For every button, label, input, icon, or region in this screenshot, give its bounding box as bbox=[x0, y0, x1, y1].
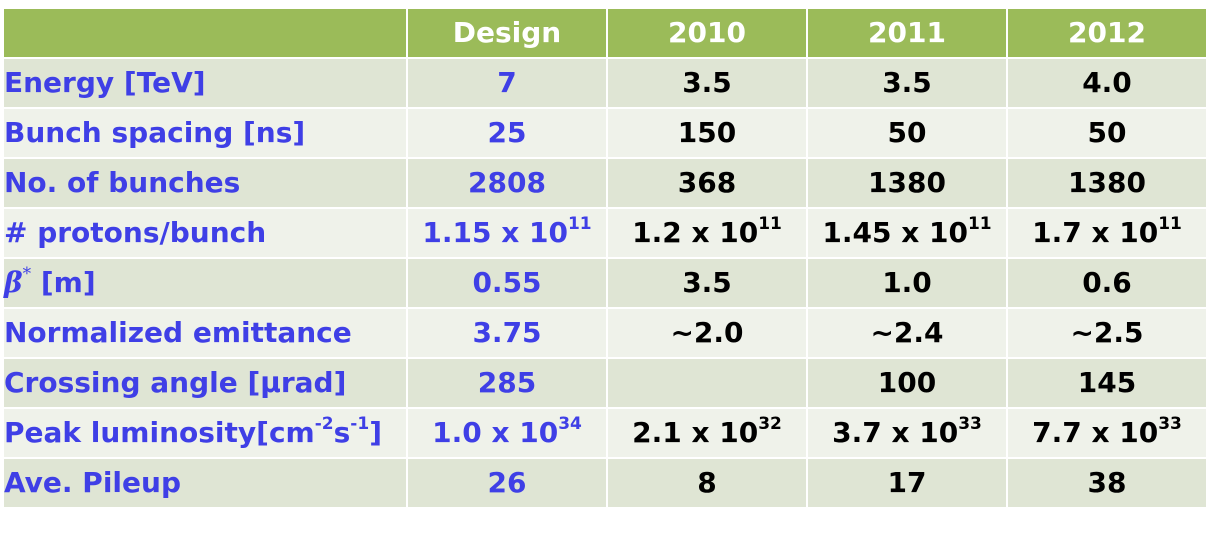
value-base: 1.45 x 10 bbox=[822, 216, 968, 249]
row-label: Energy [TeV] bbox=[4, 59, 406, 107]
cell-design: 25 bbox=[408, 109, 606, 157]
cell-2012: 38 bbox=[1008, 459, 1206, 507]
cell-2011: 100 bbox=[808, 359, 1006, 407]
cell-2012: 1380 bbox=[1008, 159, 1206, 207]
value-exponent: 34 bbox=[558, 413, 582, 434]
value-exponent: 11 bbox=[967, 213, 992, 234]
value-base: 1.15 x 10 bbox=[422, 216, 568, 249]
row-label: Bunch spacing [ns] bbox=[4, 109, 406, 157]
cell-2010 bbox=[608, 359, 806, 407]
table-row-peak-luminosity: Peak luminosity[cm-2s-1] 1.0 x 1034 2.1 … bbox=[4, 409, 1206, 457]
table-row-emittance: Normalized emittance 3.75 ~2.0 ~2.4 ~2.5 bbox=[4, 309, 1206, 357]
cell-design: 3.75 bbox=[408, 309, 606, 357]
value-exponent: 33 bbox=[958, 413, 982, 434]
cell-design: 26 bbox=[408, 459, 606, 507]
cell-2010: 2.1 x 1032 bbox=[608, 409, 806, 457]
cell-2010: ~2.0 bbox=[608, 309, 806, 357]
row-label: No. of bunches bbox=[4, 159, 406, 207]
cell-2010: 368 bbox=[608, 159, 806, 207]
value-base: 3.7 x 10 bbox=[832, 416, 959, 449]
cell-2011: 3.7 x 1033 bbox=[808, 409, 1006, 457]
cell-2011: 1380 bbox=[808, 159, 1006, 207]
header-cell-2010: 2010 bbox=[608, 9, 806, 57]
table-row-protons-per-bunch: # protons/bunch 1.15 x 1011 1.2 x 1011 1… bbox=[4, 209, 1206, 257]
cell-2012: 0.6 bbox=[1008, 259, 1206, 307]
cell-2012: 50 bbox=[1008, 109, 1206, 157]
cell-design: 1.0 x 1034 bbox=[408, 409, 606, 457]
value-base: 7.7 x 10 bbox=[1032, 416, 1159, 449]
value-base: 1.7 x 10 bbox=[1032, 216, 1159, 249]
cell-2010: 3.5 bbox=[608, 59, 806, 107]
row-label: Ave. Pileup bbox=[4, 459, 406, 507]
table-row-bunch-spacing: Bunch spacing [ns] 25 150 50 50 bbox=[4, 109, 1206, 157]
cell-2011: ~2.4 bbox=[808, 309, 1006, 357]
value-exponent: 11 bbox=[567, 213, 592, 234]
table-row-beta-star: β* [m] 0.55 3.5 1.0 0.6 bbox=[4, 259, 1206, 307]
cell-2011: 17 bbox=[808, 459, 1006, 507]
cell-2011: 1.45 x 1011 bbox=[808, 209, 1006, 257]
cell-design: 2808 bbox=[408, 159, 606, 207]
label-exponent: -1 bbox=[350, 413, 370, 434]
row-label: Normalized emittance bbox=[4, 309, 406, 357]
cell-2012: 145 bbox=[1008, 359, 1206, 407]
label-part: s bbox=[333, 416, 351, 449]
table-row-energy: Energy [TeV] 7 3.5 3.5 4.0 bbox=[4, 59, 1206, 107]
cell-2010: 150 bbox=[608, 109, 806, 157]
table-row-bunches: No. of bunches 2808 368 1380 1380 bbox=[4, 159, 1206, 207]
cell-2011: 1.0 bbox=[808, 259, 1006, 307]
label-exponent: -2 bbox=[314, 413, 334, 434]
header-row: Design 2010 2011 2012 bbox=[4, 9, 1206, 57]
header-cell-design: Design bbox=[408, 9, 606, 57]
header-cell-2011: 2011 bbox=[808, 9, 1006, 57]
table-row-crossing-angle: Crossing angle [μrad] 285 100 145 bbox=[4, 359, 1206, 407]
value-exponent: 11 bbox=[1158, 213, 1182, 234]
row-label: # protons/bunch bbox=[4, 209, 406, 257]
cell-2012: ~2.5 bbox=[1008, 309, 1206, 357]
value-base: 2.1 x 10 bbox=[632, 416, 759, 449]
cell-design: 1.15 x 1011 bbox=[408, 209, 606, 257]
beta-symbol: β bbox=[4, 266, 23, 299]
row-label: Crossing angle [μrad] bbox=[4, 359, 406, 407]
cell-2010: 3.5 bbox=[608, 259, 806, 307]
cell-2010: 1.2 x 1011 bbox=[608, 209, 806, 257]
cell-2012: 1.7 x 1011 bbox=[1008, 209, 1206, 257]
label-part: ] bbox=[369, 416, 382, 449]
lhc-parameters-table: Design 2010 2011 2012 Energy [TeV] 7 3.5… bbox=[2, 7, 1208, 509]
cell-design: 285 bbox=[408, 359, 606, 407]
value-exponent: 33 bbox=[1158, 413, 1182, 434]
cell-2012: 4.0 bbox=[1008, 59, 1206, 107]
table-row-pileup: Ave. Pileup 26 8 17 38 bbox=[4, 459, 1206, 507]
label-unit: [m] bbox=[31, 266, 96, 299]
cell-design: 0.55 bbox=[408, 259, 606, 307]
beta-star-superscript: * bbox=[22, 263, 32, 284]
cell-2010: 8 bbox=[608, 459, 806, 507]
header-cell-blank bbox=[4, 9, 406, 57]
value-exponent: 11 bbox=[758, 213, 782, 234]
row-label: β* [m] bbox=[4, 259, 406, 307]
value-base: 1.2 x 10 bbox=[632, 216, 759, 249]
cell-2011: 50 bbox=[808, 109, 1006, 157]
label-part: Peak luminosity[cm bbox=[4, 416, 315, 449]
row-label: Peak luminosity[cm-2s-1] bbox=[4, 409, 406, 457]
cell-design: 7 bbox=[408, 59, 606, 107]
cell-2012: 7.7 x 1033 bbox=[1008, 409, 1206, 457]
header-cell-2012: 2012 bbox=[1008, 9, 1206, 57]
value-exponent: 32 bbox=[758, 413, 782, 434]
value-base: 1.0 x 10 bbox=[432, 416, 559, 449]
cell-2011: 3.5 bbox=[808, 59, 1006, 107]
